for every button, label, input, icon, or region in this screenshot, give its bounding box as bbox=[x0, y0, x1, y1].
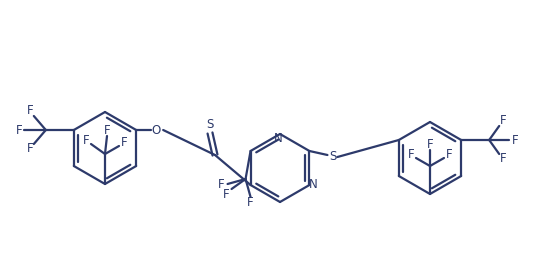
Text: F: F bbox=[223, 188, 230, 201]
Text: F: F bbox=[408, 147, 414, 160]
Text: F: F bbox=[104, 124, 110, 137]
Text: F: F bbox=[446, 147, 453, 160]
Text: F: F bbox=[27, 143, 33, 156]
Text: F: F bbox=[247, 196, 254, 209]
Text: F: F bbox=[83, 134, 90, 147]
Text: F: F bbox=[15, 124, 22, 137]
Text: S: S bbox=[206, 118, 214, 131]
Text: N: N bbox=[309, 179, 318, 192]
Text: F: F bbox=[218, 178, 225, 191]
Text: F: F bbox=[427, 137, 433, 150]
Text: F: F bbox=[500, 115, 506, 127]
Text: F: F bbox=[120, 137, 127, 150]
Text: F: F bbox=[500, 153, 506, 166]
Text: S: S bbox=[329, 150, 336, 163]
Text: O: O bbox=[151, 124, 161, 137]
Text: N: N bbox=[273, 131, 282, 144]
Text: F: F bbox=[27, 105, 33, 118]
Text: F: F bbox=[512, 134, 519, 147]
